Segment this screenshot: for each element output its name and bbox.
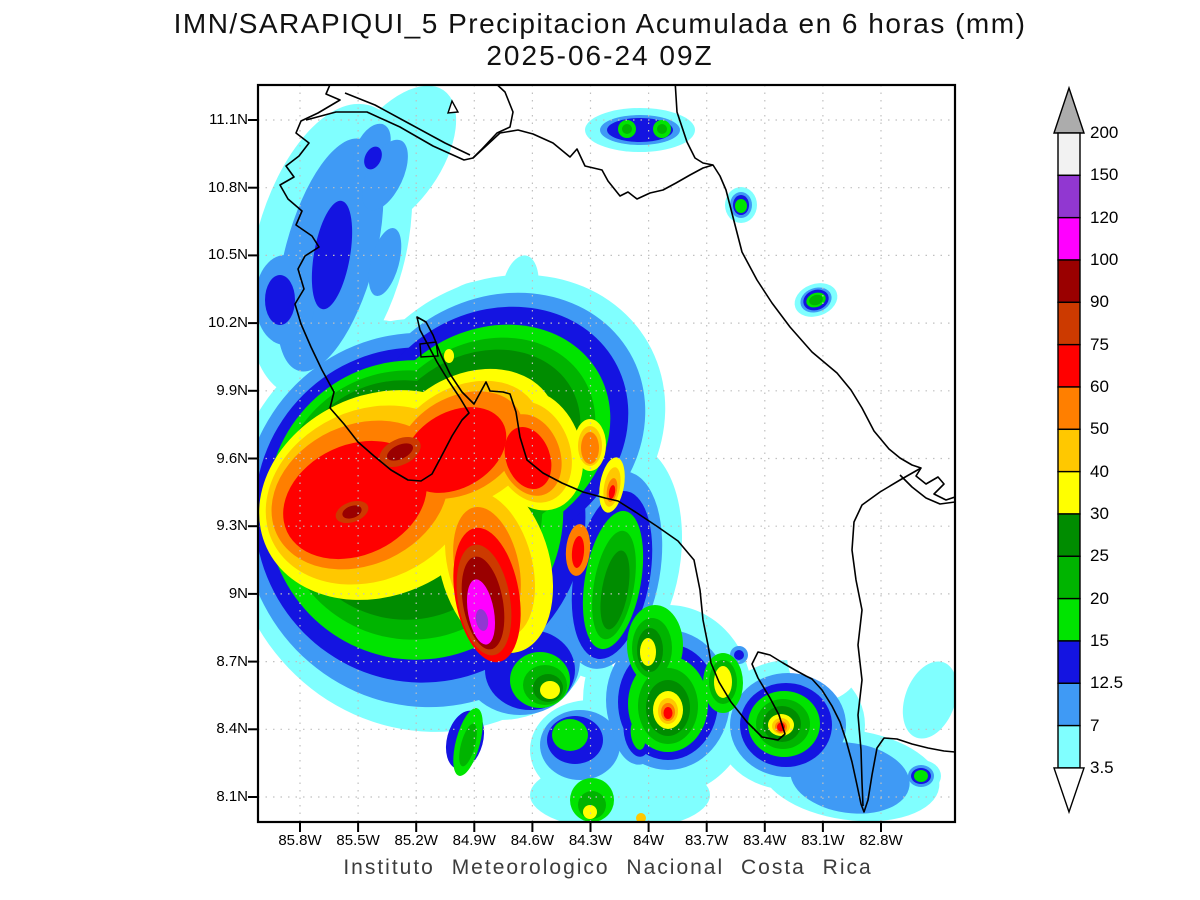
lon-tick-label: 85.8W: [278, 832, 322, 849]
coastline-path: [344, 92, 471, 156]
precip-field: [258, 85, 955, 822]
lat-tick-label: 8.4N: [216, 720, 248, 738]
coastline-path: [279, 85, 955, 813]
lon-tick-label: 84.6W: [510, 832, 555, 849]
colorbar-segment: [1057, 259, 1081, 304]
lon-tick-label: 84W: [633, 832, 665, 849]
colorbar-tick-label: 100: [1090, 249, 1119, 269]
colorbar-segment: [1057, 301, 1081, 346]
figure-title: IMN/SARAPIQUI_5 Precipitacion Acumulada …: [173, 8, 1027, 39]
colorbar-segment: [1057, 470, 1081, 515]
colorbar-tick-label: 90: [1090, 292, 1109, 312]
lat-tick-label: 8.7N: [216, 652, 248, 670]
colorbar-tick-label: 40: [1090, 461, 1109, 481]
colorbar-segment: [1057, 513, 1081, 557]
colorbar-tick-label: 60: [1090, 376, 1109, 396]
coastline: [279, 85, 955, 813]
colorbar: [1053, 85, 1085, 815]
lat-tick-label: 9.6N: [216, 449, 248, 467]
lon-tick-label: 85.5W: [336, 832, 380, 849]
colorbar-segment: [1057, 174, 1081, 219]
colorbar-segment: [1057, 724, 1081, 769]
colorbar-segment: [1057, 343, 1081, 388]
colorbar-tick-label: 150: [1090, 165, 1119, 185]
colorbar-tick-label: 25: [1090, 546, 1109, 566]
colorbar-segment: [1057, 682, 1081, 727]
lat-tick-label: 11.1N: [209, 111, 248, 128]
colorbar-tick-label: 12.5: [1090, 673, 1124, 693]
lon-tick-label: 83.7W: [685, 832, 729, 849]
colorbar-segment: [1057, 640, 1081, 684]
colorbar-tick-label: 50: [1090, 419, 1109, 439]
colorbar-tick-label: 20: [1090, 588, 1109, 608]
colorbar-tick-label: 15: [1090, 630, 1109, 650]
colorbar-segment: [1057, 555, 1081, 600]
coastline-path: [851, 467, 922, 807]
colorbar-segment: [1057, 386, 1081, 431]
colorbar-tick-label: 200: [1090, 123, 1119, 142]
lon-tick-label: 83.4W: [743, 832, 787, 849]
colorbar-arrow-top: [1053, 85, 1085, 134]
lon-tick-label: 82.8W: [859, 832, 903, 849]
island-outline: [446, 99, 460, 114]
colorbar-tick-label: 120: [1090, 207, 1119, 227]
lat-tick-label: 10.2N: [207, 314, 248, 332]
lat-tick-label: 10.5N: [207, 246, 248, 264]
plot-frame: [256, 83, 957, 824]
coastline-path: [472, 129, 714, 200]
footer-credit: Instituto Meteorologico Nacional Costa R…: [343, 856, 873, 879]
lat-tick-label: 9N: [228, 584, 248, 602]
lon-tick-label: 84.3W: [568, 832, 613, 849]
lat-tick-label: 8.1N: [216, 788, 248, 805]
colorbar-tick-label: 3.5: [1090, 757, 1114, 777]
lat-tick-label: 9.9N: [216, 381, 248, 399]
lon-tick-label: 85.2W: [394, 832, 438, 849]
colorbar-arrow-bottom: [1053, 767, 1085, 815]
colorbar-tick-label: 30: [1090, 503, 1109, 523]
island-outline: [419, 341, 439, 358]
figure-subtitle: 2025-06-24 09Z: [486, 40, 714, 71]
colorbar-tick-label: 75: [1090, 334, 1109, 354]
lat-tick-label: 9.3N: [216, 517, 248, 535]
lon-tick-label: 83.1W: [801, 832, 845, 849]
colorbar-segment: [1057, 132, 1081, 177]
graticule-grid: [258, 85, 955, 822]
axis-ticks: [248, 119, 882, 832]
coastline-path: [899, 474, 955, 505]
colorbar-tick-label: 7: [1090, 715, 1100, 735]
lon-tick-label: 84.9W: [452, 832, 496, 849]
colorbar-segment: [1057, 216, 1081, 261]
colorbar-segment: [1057, 597, 1081, 642]
lat-tick-label: 10.8N: [207, 178, 248, 196]
coastline-path: [674, 85, 955, 501]
colorbar-segment: [1057, 428, 1081, 473]
